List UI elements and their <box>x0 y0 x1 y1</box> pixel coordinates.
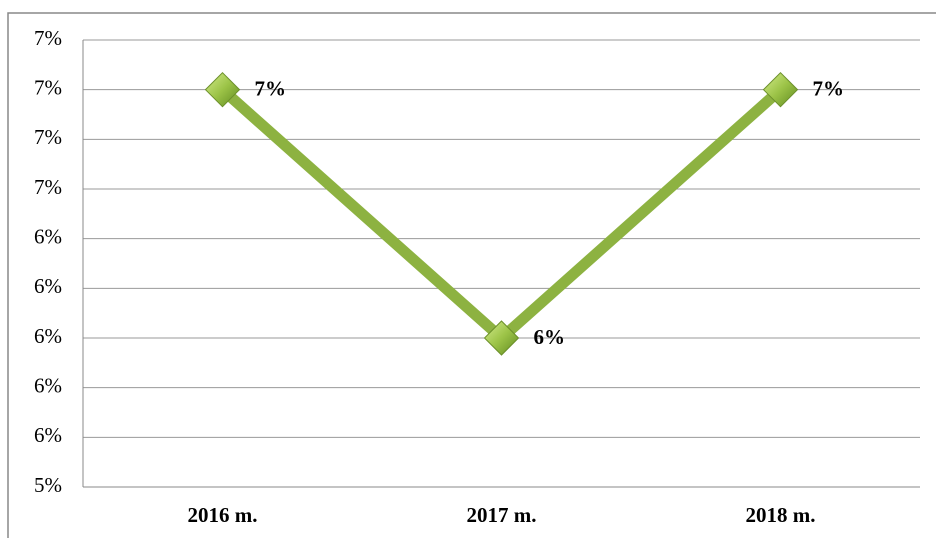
y-tick-label: 7% <box>34 175 62 199</box>
chart-border <box>7 12 936 538</box>
y-tick-label: 6% <box>34 324 62 348</box>
y-tick-label: 7% <box>34 75 62 99</box>
y-tick-label: 7% <box>34 125 62 149</box>
x-tick-label: 2017 m. <box>467 503 537 527</box>
data-label: 7% <box>255 76 287 100</box>
y-tick-label: 6% <box>34 373 62 397</box>
y-tick-label: 5% <box>34 473 62 497</box>
y-tick-label: 6% <box>34 423 62 447</box>
marker <box>762 71 799 108</box>
y-tick-label: 6% <box>34 224 62 248</box>
y-tick-label: 6% <box>34 274 62 298</box>
marker <box>204 71 241 108</box>
x-tick-label: 2018 m. <box>746 503 816 527</box>
data-label: 7% <box>813 76 845 100</box>
x-tick-label: 2016 m. <box>188 503 258 527</box>
y-tick-label: 7% <box>34 26 62 50</box>
marker <box>483 320 520 356</box>
data-label: 6% <box>534 325 566 349</box>
